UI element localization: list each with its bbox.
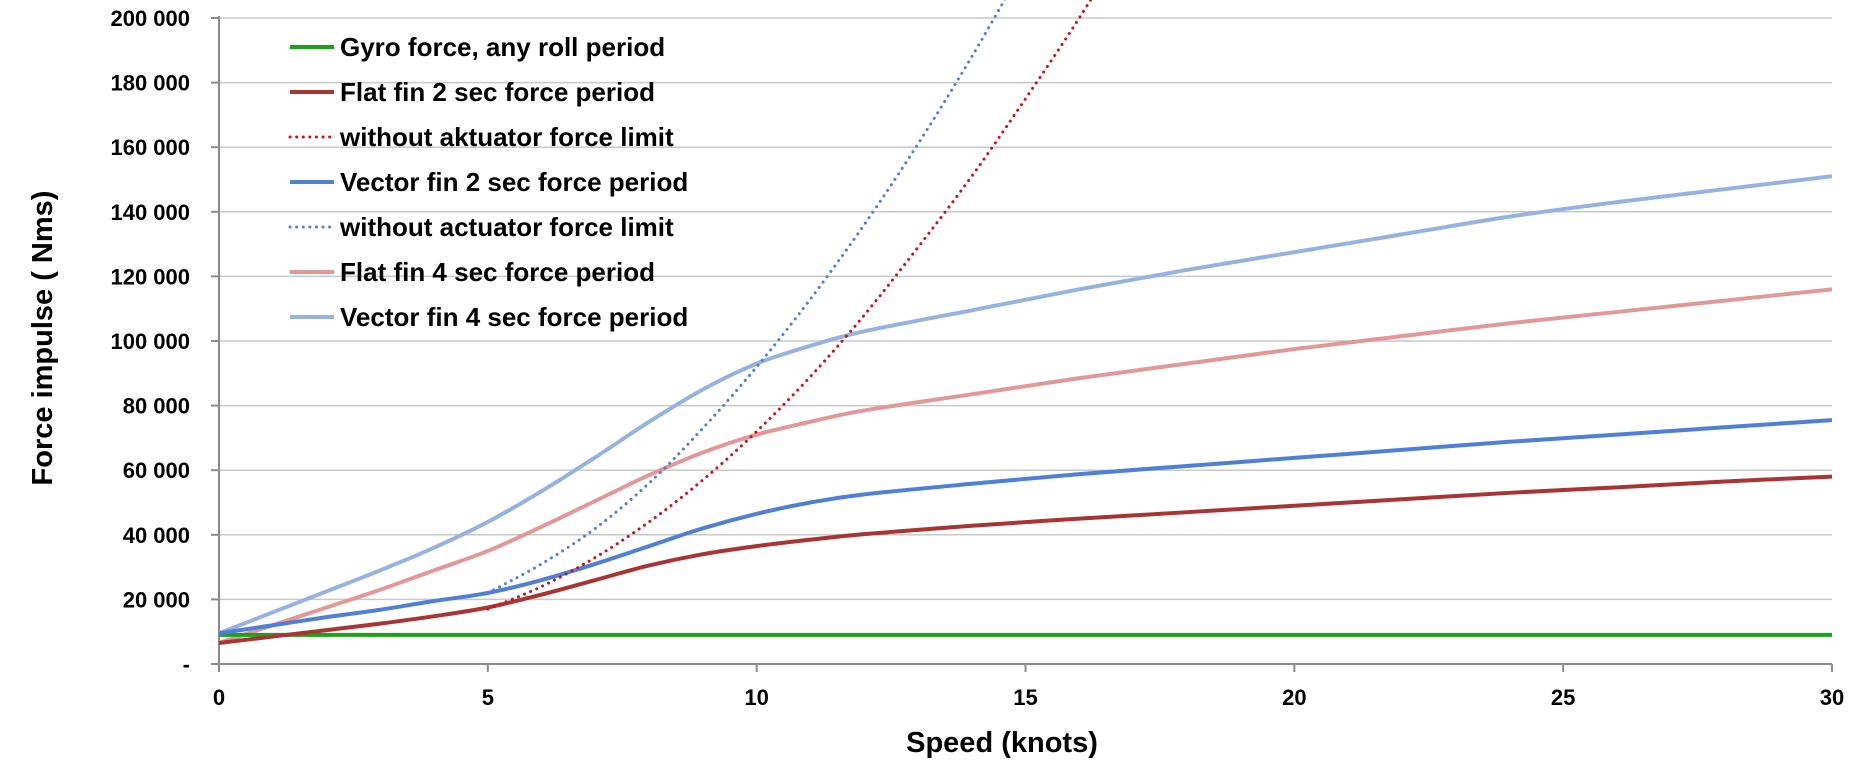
series-line-3 — [219, 418, 1832, 636]
x-tick-label: 20 — [1282, 685, 1306, 710]
series-line-1 — [219, 474, 1832, 645]
series-line-5 — [219, 287, 1832, 645]
gridlines — [219, 17, 1832, 601]
y-tick-label: 20 000 — [123, 587, 190, 612]
series-line-4 — [486, 0, 1007, 595]
y-tick-label: 120 000 — [110, 264, 190, 289]
x-tick-label: 25 — [1551, 685, 1575, 710]
y-tick-label: - — [183, 652, 190, 677]
legend-label-5: Flat fin 4 sec force period — [340, 257, 655, 287]
y-tick-label: 140 000 — [110, 200, 190, 225]
legend-label-2: without aktuator force limit — [339, 122, 674, 152]
x-tick-label: 10 — [744, 685, 768, 710]
legend-label-3: Vector fin 2 sec force period — [340, 167, 688, 197]
x-tick-label: 0 — [213, 685, 225, 710]
y-tick-label: 200 000 — [110, 6, 190, 31]
legend-label-0: Gyro force, any roll period — [340, 32, 665, 62]
series-line-2 — [486, 0, 1093, 611]
legend-label-4: without actuator force limit — [339, 212, 674, 242]
axes — [211, 16, 1833, 672]
y-axis-title: Force impulse ( Nms) — [27, 191, 59, 486]
series-line-6 — [219, 174, 1832, 636]
legend-label-1: Flat fin 2 sec force period — [340, 77, 655, 107]
y-tick-label: 60 000 — [123, 458, 190, 483]
x-axis-title: Speed (knots) — [906, 727, 1098, 759]
y-tick-label: 180 000 — [110, 71, 190, 96]
y-tick-label: 100 000 — [110, 329, 190, 354]
legend-label-6: Vector fin 4 sec force period — [340, 302, 688, 332]
x-tick-label: 15 — [1013, 685, 1037, 710]
y-tick-label: 160 000 — [110, 135, 190, 160]
y-tick-labels: - 20 000 40 000 60 000 80 000 100 000 120 000 1… — [110, 6, 190, 677]
legend: Gyro force, any roll period Flat fin 2 se… — [288, 32, 688, 332]
x-tick-label: 30 — [1820, 685, 1844, 710]
series-lines — [219, 0, 1832, 645]
x-tick-labels: 0 5 10 15 20 25 30 — [213, 685, 1844, 710]
x-tick-label: 5 — [482, 685, 494, 710]
y-tick-label: 40 000 — [123, 523, 190, 548]
y-tick-label: 80 000 — [123, 394, 190, 419]
